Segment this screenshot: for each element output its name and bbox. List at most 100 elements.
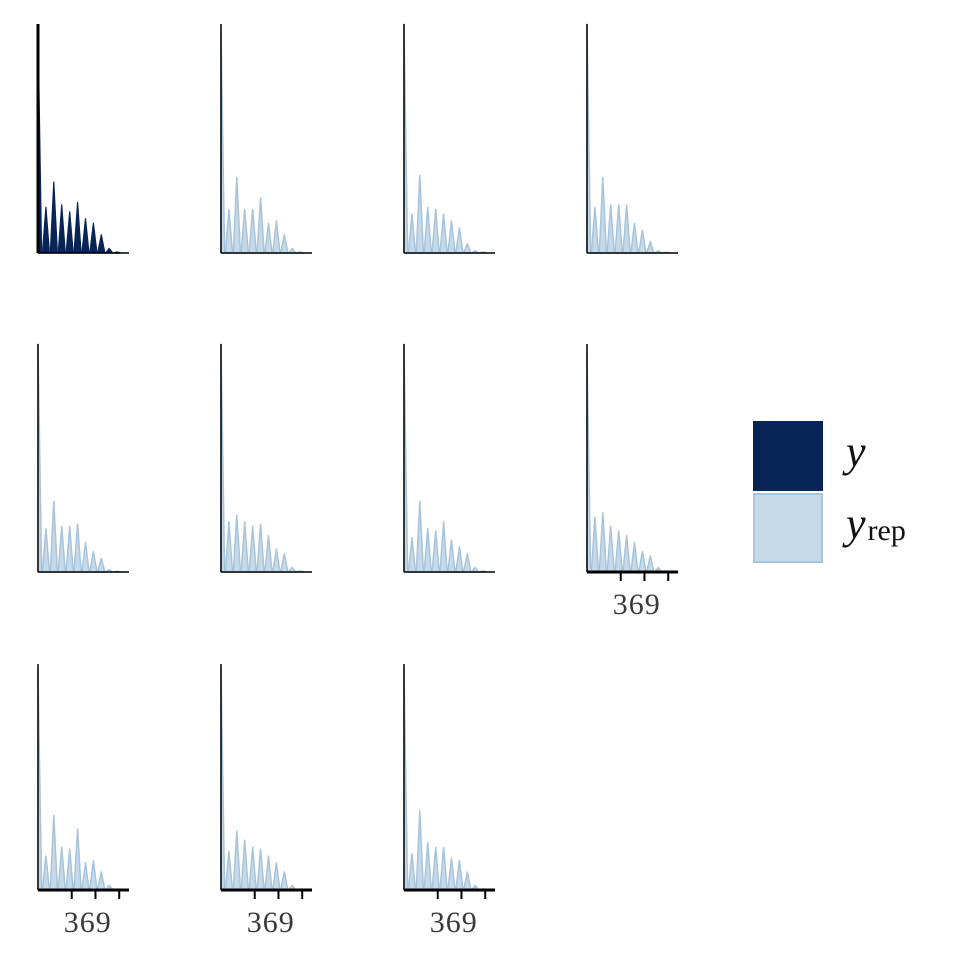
y-rep-spike: [264, 222, 273, 254]
y-rep-spike: [423, 206, 433, 254]
y-rep-spike: [232, 830, 242, 891]
x-tick-label: 9: [279, 906, 294, 939]
y-rep-spike: [232, 514, 242, 573]
y-spike: [97, 234, 106, 254]
y-rep-spike: [455, 546, 464, 573]
y-rep-spike: [248, 846, 257, 891]
y-rep-spike: [96, 557, 106, 573]
y-rep-spike: [57, 846, 67, 891]
y-rep-spike: [590, 206, 600, 254]
legend-swatch: [753, 421, 823, 491]
y-rep-spike: [272, 220, 281, 254]
y-rep-spike: [232, 176, 242, 254]
y-rep-spike: [439, 213, 448, 254]
y-spike: [49, 181, 58, 254]
x-tick-label: 3: [430, 906, 445, 939]
y-rep-spike: [630, 541, 639, 573]
x-tick-label: 3: [64, 906, 79, 939]
x-tick-label: 6: [629, 588, 644, 621]
y-rep-spike: [622, 534, 631, 573]
x-tick-label: 9: [645, 588, 660, 621]
y-rep-spike: [431, 208, 440, 254]
y-rep-spike: [240, 839, 250, 891]
y-rep-spike: [447, 539, 456, 573]
x-tick-label: 6: [80, 906, 95, 939]
panel-4: [586, 23, 678, 254]
y-rep-spike: [431, 846, 440, 891]
panel-7: [403, 343, 495, 573]
y-spike: [81, 218, 90, 254]
y-rep-spike: [415, 810, 425, 891]
y-rep-spike: [279, 871, 289, 891]
y-spike: [65, 211, 74, 254]
panel-3: [403, 23, 495, 254]
y-rep-spike: [41, 527, 51, 573]
legend: y yrep: [753, 421, 906, 563]
y-rep-spike: [598, 176, 608, 254]
y-rep-spike: [272, 862, 281, 891]
y-rep-spike: [256, 848, 265, 891]
y-rep-spike: [248, 208, 257, 254]
y-rep-spike: [407, 537, 417, 573]
y-rep-spike: [462, 243, 472, 254]
y-rep-spike: [638, 550, 647, 573]
y-rep-spike: [41, 855, 51, 891]
panel-8: 369: [586, 344, 678, 621]
y-rep-spike: [407, 213, 417, 254]
legend-label-subscript: rep: [868, 514, 906, 547]
y-rep-spike: [638, 229, 647, 254]
legend-item-y_rep: yrep: [753, 493, 906, 563]
panel-6: [220, 343, 312, 573]
y-rep-spike: [49, 500, 59, 573]
y-rep-spike: [415, 174, 425, 254]
x-tick-labels: 369: [247, 906, 294, 939]
y-rep-spike: [240, 521, 250, 573]
y-rep-spike: [89, 859, 98, 891]
y-rep-spike: [49, 814, 59, 891]
y-rep-spike: [431, 530, 440, 573]
legend-label: y: [842, 427, 866, 476]
y-rep-spike: [614, 204, 623, 254]
y-spike: [57, 204, 66, 254]
y-rep-spike: [240, 208, 250, 254]
x-tick-labels: 369: [430, 906, 477, 939]
panel-10: 369: [220, 664, 312, 939]
y-rep-spike: [279, 233, 289, 254]
y-rep-spike: [645, 240, 655, 254]
y-rep-spike: [455, 859, 464, 891]
y-rep-spike: [606, 525, 616, 573]
y-rep-spike: [224, 850, 234, 891]
y-spike: [73, 202, 82, 254]
y-rep-spike: [590, 516, 600, 573]
y-rep-spike: [57, 525, 67, 573]
y-rep-spike: [81, 541, 90, 573]
y-rep-spike: [455, 227, 464, 254]
legend-label-main: y: [842, 427, 866, 476]
legend-item-y: y: [753, 421, 866, 491]
y-rep-spike: [256, 523, 265, 573]
y-rep-spike: [598, 511, 608, 573]
y-rep-spike: [622, 204, 631, 254]
y-rep-spike: [224, 208, 234, 254]
x-tick-label: 6: [446, 906, 461, 939]
x-tick-labels: 369: [613, 588, 660, 621]
y-rep-spike: [248, 525, 257, 573]
y-rep-spike: [606, 204, 616, 254]
y-rep-spike: [447, 220, 456, 254]
y-rep-spike: [96, 871, 106, 891]
y-rep-spike: [439, 521, 448, 573]
legend-swatch: [753, 493, 823, 563]
y-rep-spike: [264, 534, 273, 573]
y-rep-spike: [630, 222, 639, 254]
y-rep-spike: [423, 527, 433, 573]
y-rep-spike: [89, 550, 98, 573]
panel-1: [36, 24, 129, 254]
y-rep-spike: [73, 523, 82, 573]
y-spike: [89, 222, 98, 254]
y-rep-spike: [264, 855, 273, 891]
y-rep-spike: [73, 828, 82, 891]
legend-label: yrep: [842, 499, 906, 548]
y-rep-spike: [462, 871, 472, 891]
